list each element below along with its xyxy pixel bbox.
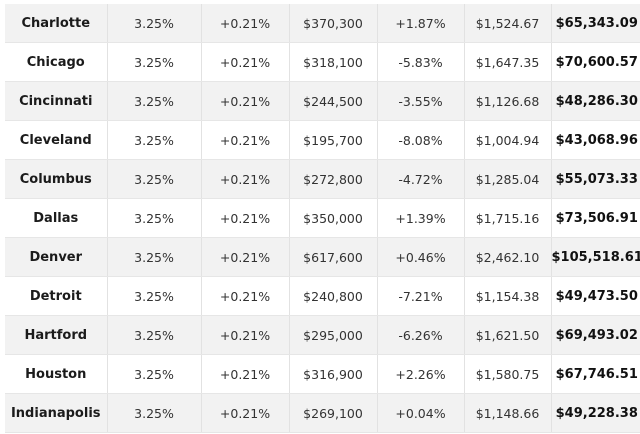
city-cell: Cleveland: [5, 120, 108, 160]
income-needed-cell: $49,473.50: [551, 276, 640, 316]
price-change-cell: -3.55%: [377, 81, 465, 121]
income-needed-cell: $49,228.38: [551, 393, 640, 433]
home-price-cell: $240,800: [289, 276, 378, 316]
rate-change-cell: +0.21%: [201, 159, 290, 199]
rate-cell: 3.25%: [107, 393, 202, 433]
income-needed-cell: $65,343.09: [551, 4, 640, 43]
rate-cell: 3.25%: [107, 159, 202, 199]
table-row: Columbus 3.25% +0.21% $272,800 -4.72% $1…: [5, 159, 640, 199]
price-change-cell: -7.21%: [377, 276, 465, 316]
price-change-cell: +1.87%: [377, 4, 465, 43]
city-cell: Indianapolis: [5, 393, 108, 433]
rate-change-cell: +0.21%: [201, 315, 290, 355]
income-needed-cell: $48,286.30: [551, 81, 640, 121]
table-row: Denver 3.25% +0.21% $617,600 +0.46% $2,4…: [5, 237, 640, 277]
rate-cell: 3.25%: [107, 42, 202, 82]
monthly-payment-cell: $1,524.67: [464, 4, 552, 43]
home-price-cell: $195,700: [289, 120, 378, 160]
monthly-payment-cell: $2,462.10: [464, 237, 552, 277]
home-price-cell: $269,100: [289, 393, 378, 433]
monthly-payment-cell: $1,580.75: [464, 354, 552, 394]
monthly-payment-cell: $1,126.68: [464, 81, 552, 121]
home-price-cell: $272,800: [289, 159, 378, 199]
city-cell: Dallas: [5, 198, 108, 238]
rate-cell: 3.25%: [107, 315, 202, 355]
rate-cell: 3.25%: [107, 120, 202, 160]
table-row: Hartford 3.25% +0.21% $295,000 -6.26% $1…: [5, 315, 640, 355]
home-price-cell: $318,100: [289, 42, 378, 82]
home-price-cell: $244,500: [289, 81, 378, 121]
income-needed-cell: $69,493.02: [551, 315, 640, 355]
income-needed-cell: $73,506.91: [551, 198, 640, 238]
rate-cell: 3.25%: [107, 237, 202, 277]
city-cell: Cincinnati: [5, 81, 108, 121]
price-change-cell: -6.26%: [377, 315, 465, 355]
home-price-cell: $316,900: [289, 354, 378, 394]
rate-change-cell: +0.21%: [201, 81, 290, 121]
price-change-cell: -5.83%: [377, 42, 465, 82]
rate-change-cell: +0.21%: [201, 198, 290, 238]
city-cell: Denver: [5, 237, 108, 277]
city-cell: Columbus: [5, 159, 108, 199]
city-cell: Charlotte: [5, 4, 108, 43]
monthly-payment-cell: $1,148.66: [464, 393, 552, 433]
city-data-table: Charlotte 3.25% +0.21% $370,300 +1.87% $…: [5, 4, 640, 433]
rate-change-cell: +0.21%: [201, 120, 290, 160]
monthly-payment-cell: $1,154.38: [464, 276, 552, 316]
price-change-cell: +2.26%: [377, 354, 465, 394]
table-row: Cincinnati 3.25% +0.21% $244,500 -3.55% …: [5, 81, 640, 121]
rate-cell: 3.25%: [107, 354, 202, 394]
price-change-cell: +0.46%: [377, 237, 465, 277]
table-row: Cleveland 3.25% +0.21% $195,700 -8.08% $…: [5, 120, 640, 160]
rate-cell: 3.25%: [107, 198, 202, 238]
price-change-cell: +1.39%: [377, 198, 465, 238]
monthly-payment-cell: $1,004.94: [464, 120, 552, 160]
rate-cell: 3.25%: [107, 4, 202, 43]
home-price-cell: $295,000: [289, 315, 378, 355]
monthly-payment-cell: $1,715.16: [464, 198, 552, 238]
table-row: Indianapolis 3.25% +0.21% $269,100 +0.04…: [5, 393, 640, 433]
income-needed-cell: $70,600.57: [551, 42, 640, 82]
city-cell: Hartford: [5, 315, 108, 355]
city-cell: Chicago: [5, 42, 108, 82]
table-row: Charlotte 3.25% +0.21% $370,300 +1.87% $…: [5, 4, 640, 43]
price-change-cell: -4.72%: [377, 159, 465, 199]
city-cell: Detroit: [5, 276, 108, 316]
price-change-cell: -8.08%: [377, 120, 465, 160]
rate-cell: 3.25%: [107, 276, 202, 316]
rate-cell: 3.25%: [107, 81, 202, 121]
rate-change-cell: +0.21%: [201, 276, 290, 316]
rate-change-cell: +0.21%: [201, 354, 290, 394]
income-needed-cell: $43,068.96: [551, 120, 640, 160]
income-needed-cell: $67,746.51: [551, 354, 640, 394]
monthly-payment-cell: $1,285.04: [464, 159, 552, 199]
table-row: Chicago 3.25% +0.21% $318,100 -5.83% $1,…: [5, 42, 640, 82]
table-row: Detroit 3.25% +0.21% $240,800 -7.21% $1,…: [5, 276, 640, 316]
home-price-cell: $350,000: [289, 198, 378, 238]
monthly-payment-cell: $1,621.50: [464, 315, 552, 355]
monthly-payment-cell: $1,647.35: [464, 42, 552, 82]
home-price-cell: $617,600: [289, 237, 378, 277]
home-price-cell: $370,300: [289, 4, 378, 43]
price-change-cell: +0.04%: [377, 393, 465, 433]
income-needed-cell: $105,518.61: [551, 237, 640, 277]
rate-change-cell: +0.21%: [201, 393, 290, 433]
table-row: Dallas 3.25% +0.21% $350,000 +1.39% $1,7…: [5, 198, 640, 238]
rate-change-cell: +0.21%: [201, 4, 290, 43]
city-cell: Houston: [5, 354, 108, 394]
income-needed-cell: $55,073.33: [551, 159, 640, 199]
rate-change-cell: +0.21%: [201, 42, 290, 82]
table-row: Houston 3.25% +0.21% $316,900 +2.26% $1,…: [5, 354, 640, 394]
rate-change-cell: +0.21%: [201, 237, 290, 277]
